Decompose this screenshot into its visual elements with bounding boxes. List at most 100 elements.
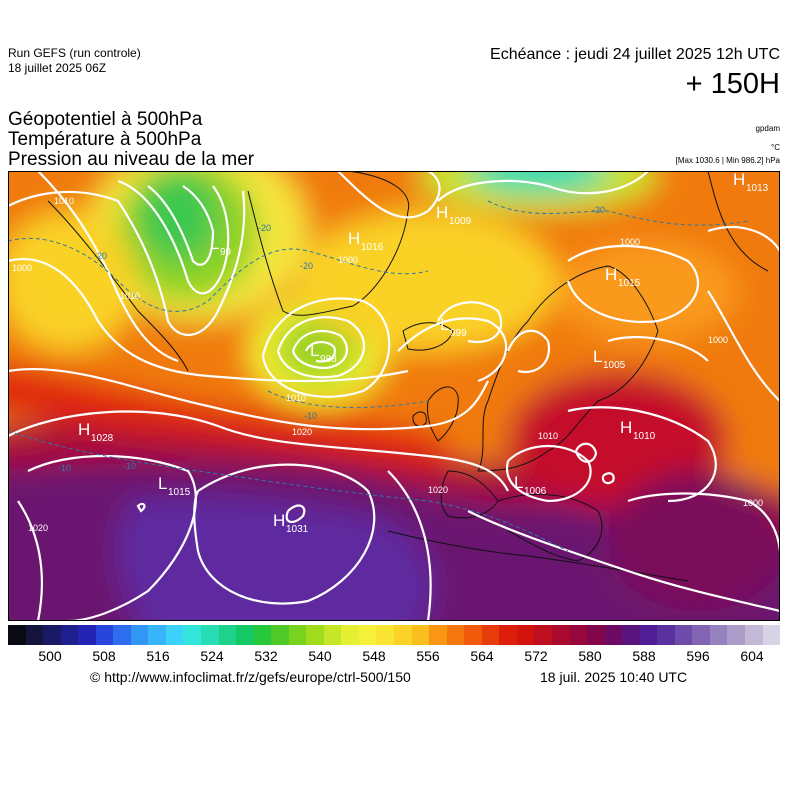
high-letter: H <box>348 229 360 248</box>
unit-pressure-range: [Max 1030.6 | Min 986.2] hPa <box>675 156 780 165</box>
color-scale-tick-label: 508 <box>92 648 116 664</box>
color-scale-cell <box>709 625 728 645</box>
color-scale-cell <box>95 625 114 645</box>
isotherm-label: -20 <box>592 205 605 215</box>
high-value: 1028 <box>91 433 114 444</box>
color-scale-cell <box>411 625 430 645</box>
high-value: 1031 <box>286 524 309 535</box>
low-value: 1015 <box>168 487 191 498</box>
color-scale-tick-label: 556 <box>416 648 440 664</box>
high-pressure-center: H 1010 <box>620 418 656 442</box>
isotherms <box>8 200 749 552</box>
color-scale-cell <box>113 625 131 645</box>
low-pressure-center: L 99 <box>210 234 232 258</box>
color-scale-cell <box>288 625 307 645</box>
color-scale-cell <box>674 625 693 645</box>
high-pressure-center: H 1013 <box>733 171 769 194</box>
color-scale-cell <box>464 625 482 645</box>
isobars <box>8 171 780 621</box>
color-scale-cell <box>78 625 96 645</box>
color-scale-cell <box>130 625 149 645</box>
color-scale-cell <box>534 625 552 645</box>
low-value: 1005 <box>603 360 626 371</box>
color-scale-tick-label: 524 <box>200 648 224 664</box>
isotherm-label: -10 <box>58 463 71 473</box>
low-pressure-center: L 1015 <box>158 474 191 498</box>
color-scale-cell <box>183 625 202 645</box>
color-scale-cell <box>639 625 658 645</box>
color-scale-cell <box>429 625 447 645</box>
low-letter: L <box>440 315 449 334</box>
color-scale-tick-label: 532 <box>254 648 278 664</box>
color-scale-tick-label: 564 <box>470 648 494 664</box>
high-value: 1009 <box>449 216 472 227</box>
color-scale-cell <box>446 625 465 645</box>
color-scale-cell <box>394 625 412 645</box>
high-letter: H <box>620 418 632 437</box>
temperature-field <box>8 171 780 621</box>
isotherm-label: -10 <box>123 461 136 471</box>
color-scale-tick-label: 540 <box>308 648 332 664</box>
color-scale-tick-label: 588 <box>632 648 656 664</box>
isotherm-label: -10 <box>304 411 317 421</box>
unit-geopotential: gpdam <box>755 124 780 133</box>
high-pressure-center: H 1016 <box>348 229 384 253</box>
low-value: 988 <box>320 354 337 365</box>
color-scale-cell <box>43 625 61 645</box>
color-scale-cell <box>271 625 289 645</box>
isobar-label: 1010 <box>286 393 306 403</box>
high-letter: H <box>605 265 617 284</box>
unit-temperature: °C <box>771 143 780 152</box>
low-letter: L <box>514 473 523 492</box>
isobar-label: 1020 <box>428 485 448 495</box>
low-value: 999 <box>450 328 467 339</box>
color-scale <box>8 625 781 645</box>
color-scale-cell <box>551 625 570 645</box>
high-value: 1013 <box>746 183 769 194</box>
color-scale-cell <box>692 625 710 645</box>
color-scale-cell <box>60 625 79 645</box>
low-value: 1006 <box>524 486 547 497</box>
low-pressure-center: L 999 <box>440 315 467 339</box>
high-letter: H <box>78 420 90 439</box>
low-pressure-center: L 988 <box>310 341 337 365</box>
source-credit: © http://www.infoclimat.fr/z/gefs/europe… <box>90 669 411 685</box>
color-scale-ticks: 500 508 516 524 532 540 548 556 564 572 580 588 596 6… <box>8 648 780 666</box>
run-title: Run GEFS (run controle) <box>8 46 141 60</box>
map-frame <box>8 171 780 621</box>
high-pressure-center: H 1015 <box>605 265 641 289</box>
isotherm-label: -20 <box>258 223 271 233</box>
high-pressure-center: H 1009 <box>436 203 472 227</box>
isobar-label: 1000 <box>12 263 32 273</box>
color-scale-cell <box>253 625 272 645</box>
field-temperature-title: Température à 500hPa <box>8 129 202 150</box>
color-scale-cell <box>236 625 254 645</box>
pressure-centers: H 1013 H 1009 H 1016 H 1015 H 1028 H 1010 H 103… <box>78 171 769 535</box>
color-scale-tick-label: 548 <box>362 648 386 664</box>
isobar-label: 1010 <box>538 431 558 441</box>
color-scale-cell <box>25 625 44 645</box>
low-letter: L <box>593 347 602 366</box>
color-scale-cell <box>587 625 605 645</box>
low-pressure-center: L 1005 <box>593 347 626 371</box>
generated-time: 18 juil. 2025 10:40 UTC <box>540 669 688 685</box>
high-letter: H <box>733 171 745 189</box>
color-scale-cell <box>218 625 237 645</box>
color-scale-cell <box>727 625 745 645</box>
color-scale-tick-label: 572 <box>524 648 548 664</box>
isobar-label: 1000 <box>708 335 728 345</box>
color-scale-cell <box>165 625 184 645</box>
low-letter: L <box>210 234 219 253</box>
field-pressure-title: Pression au niveau de la mer <box>8 149 255 170</box>
isobar-label: 1020 <box>292 427 312 437</box>
color-scale-cell <box>481 625 500 645</box>
isotherm-labels: -20 -20 -10 -10 -20 -20 -10 <box>58 205 605 473</box>
isobar-label: 1000 <box>743 498 763 508</box>
high-value: 1016 <box>361 242 384 253</box>
color-scale-cell <box>622 625 640 645</box>
color-scale-cell <box>306 625 324 645</box>
color-scale-cell <box>516 625 535 645</box>
high-value: 1010 <box>633 431 656 442</box>
high-letter: H <box>273 511 285 530</box>
isobar-label: 1000 <box>338 255 358 265</box>
